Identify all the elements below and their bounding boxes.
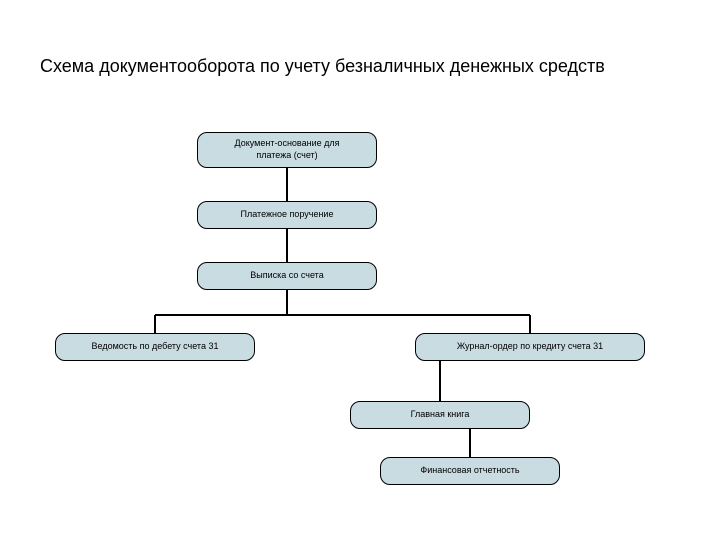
node-label: Финансовая отчетность bbox=[420, 465, 519, 477]
node-label: Главная книга bbox=[411, 409, 470, 421]
node-label: Платежное поручение bbox=[241, 209, 334, 221]
node-label: Выписка со счета bbox=[250, 270, 323, 282]
node-credit-journal: Журнал-ордер по кредиту счета 31 bbox=[415, 333, 645, 361]
node-payment-order: Платежное поручение bbox=[197, 201, 377, 229]
node-financial-reporting: Финансовая отчетность bbox=[380, 457, 560, 485]
node-debit-register: Ведомость по дебету счета 31 bbox=[55, 333, 255, 361]
node-general-ledger: Главная книга bbox=[350, 401, 530, 429]
node-label: Ведомость по дебету счета 31 bbox=[92, 341, 219, 353]
node-document-basis: Документ-основание дляплатежа (счет) bbox=[197, 132, 377, 168]
node-label: Журнал-ордер по кредиту счета 31 bbox=[457, 341, 603, 353]
node-account-statement: Выписка со счета bbox=[197, 262, 377, 290]
diagram-title: Схема документооборота по учету безналич… bbox=[40, 56, 680, 77]
node-label: Документ-основание дляплатежа (счет) bbox=[235, 138, 340, 161]
